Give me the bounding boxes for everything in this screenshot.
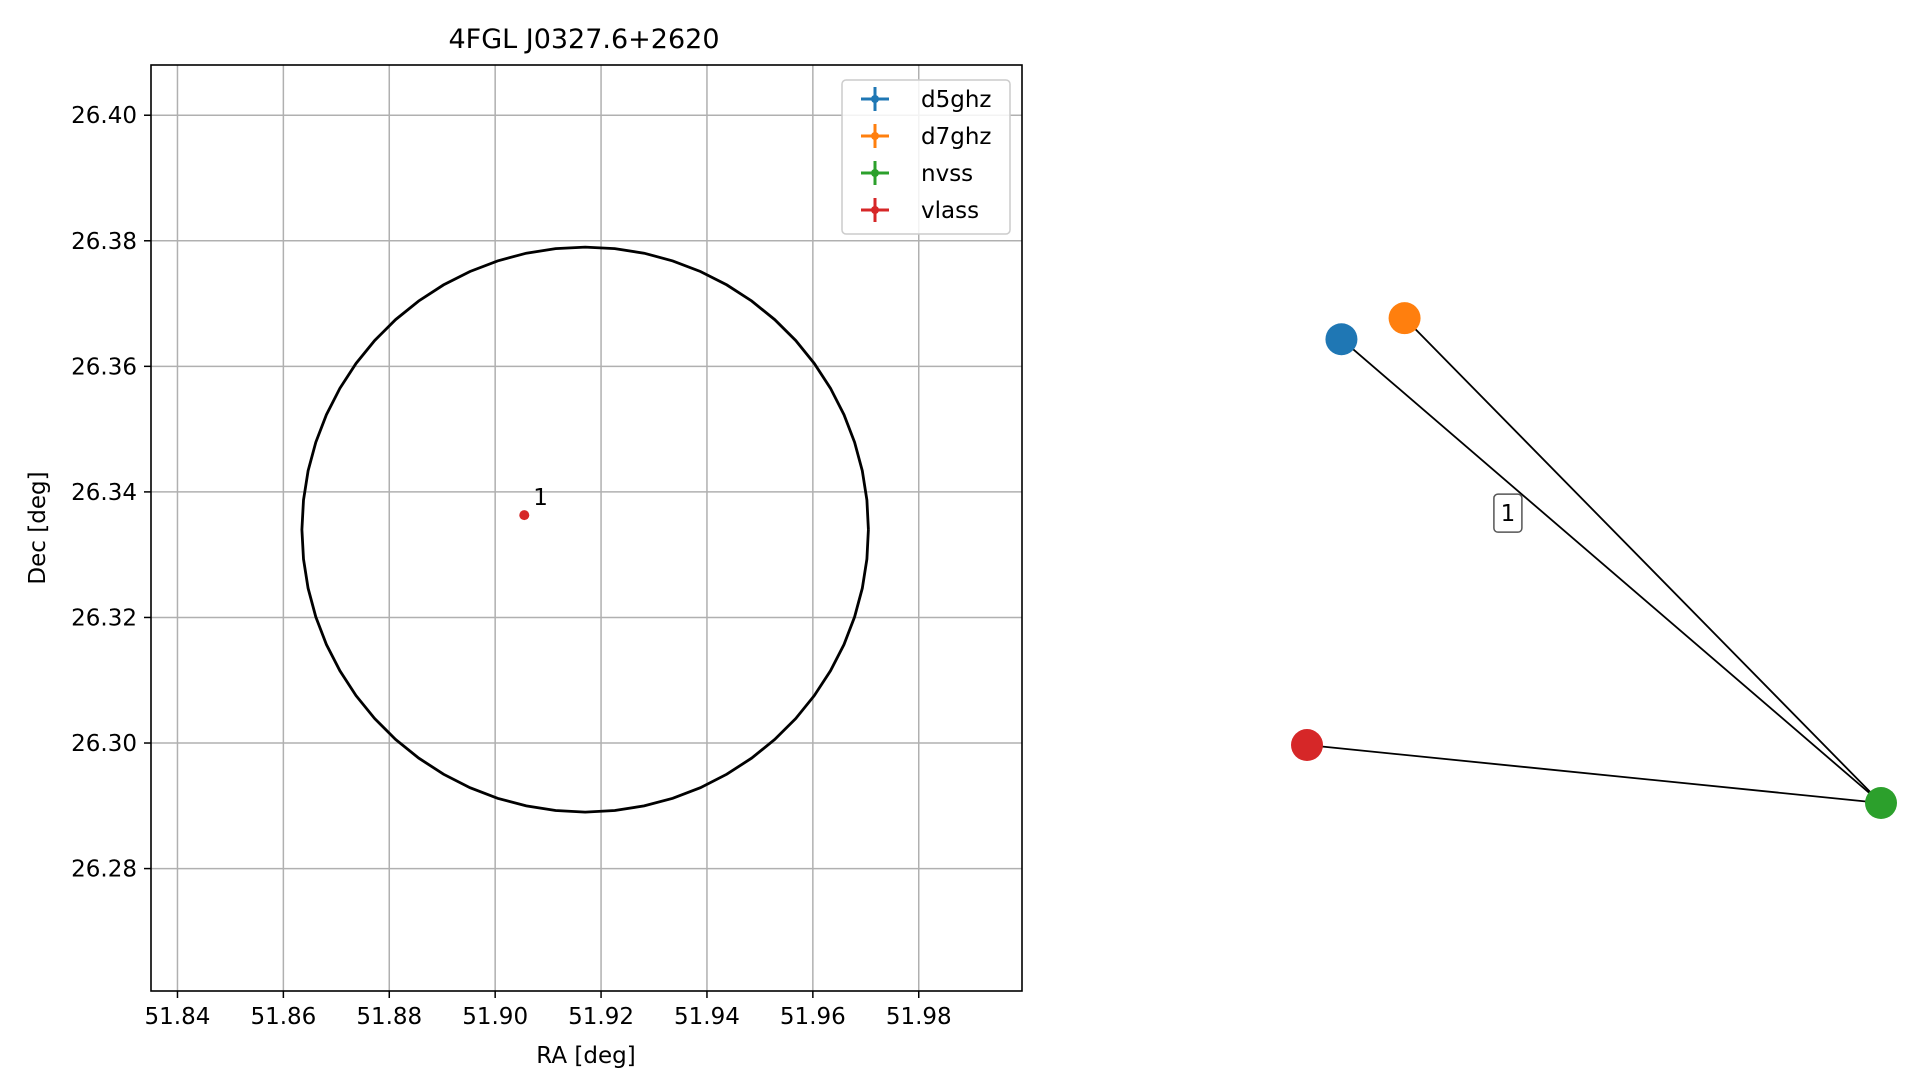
- legend-label: vlass: [921, 198, 979, 224]
- y-tick-label: 26.30: [71, 731, 137, 757]
- y-tick-label: 26.32: [71, 605, 137, 631]
- network-graph: 1: [1291, 302, 1897, 819]
- cluster-label-text: 1: [1501, 501, 1516, 527]
- x-tick-label: 51.92: [568, 1004, 634, 1030]
- legend-label: d5ghz: [921, 87, 991, 113]
- edge-d5ghz-nvss: [1340, 338, 1882, 804]
- vlass-point: [519, 510, 530, 521]
- legend-entry-nvss: nvss: [861, 161, 973, 187]
- chart-title: 4FGL J0327.6+2620: [448, 24, 719, 55]
- legend: d5ghz d7ghz nvss vlass: [841, 79, 1011, 235]
- x-tick-label: 51.90: [462, 1004, 528, 1030]
- legend-frame: [841, 79, 1011, 235]
- legend-entry-d5ghz: d5ghz: [861, 87, 991, 113]
- x-tick-label: 51.96: [780, 1004, 846, 1030]
- localization-ellipse: [300, 245, 870, 814]
- node-vlass: [1291, 729, 1323, 762]
- grid-lines: [151, 65, 1022, 991]
- node-nvss: [1865, 787, 1897, 819]
- cluster-label-box: [1493, 493, 1523, 533]
- graph-edges: [1306, 317, 1882, 804]
- y-axis-ticks: 26.28 26.30 26.32 26.34 26.36 26.38 26.40: [71, 103, 151, 883]
- legend-label: d7ghz: [921, 124, 991, 150]
- legend-marker: [871, 206, 879, 214]
- x-tick-label: 51.86: [250, 1004, 316, 1030]
- ellipse-outline: [300, 245, 870, 814]
- legend-marker: [871, 132, 879, 140]
- y-tick-label: 26.38: [71, 229, 137, 255]
- edge-vlass-nvss: [1306, 744, 1882, 804]
- x-tick-label: 51.84: [145, 1004, 211, 1030]
- plot-frame: [150, 64, 1023, 992]
- source-points: 1: [519, 485, 548, 521]
- scatter-panel: 4FGL J0327.6+2620 1 51.84 51.86 51.88 51.90…: [25, 24, 1023, 1069]
- y-tick-label: 26.40: [71, 103, 137, 129]
- y-tick-label: 26.36: [71, 354, 137, 380]
- legend-entry-vlass: vlass: [861, 198, 979, 224]
- x-tick-label: 51.98: [886, 1004, 952, 1030]
- x-axis-ticks: 51.84 51.86 51.88 51.90 51.92 51.94 51.96 51.98: [145, 991, 952, 1030]
- legend-marker: [871, 169, 879, 177]
- y-tick-label: 26.28: [71, 857, 137, 883]
- graph-nodes: [1291, 302, 1897, 819]
- legend-label: nvss: [921, 161, 973, 187]
- node-d7ghz: [1388, 302, 1421, 335]
- y-axis-label: Dec [deg]: [25, 471, 51, 584]
- point-label: 1: [533, 485, 548, 511]
- y-tick-label: 26.34: [71, 480, 137, 506]
- legend-marker: [871, 95, 879, 103]
- x-tick-label: 51.94: [674, 1004, 740, 1030]
- edge-d7ghz-nvss: [1403, 317, 1882, 804]
- cluster-label: 1: [1493, 493, 1523, 533]
- x-tick-label: 51.88: [356, 1004, 422, 1030]
- node-d5ghz: [1325, 323, 1358, 356]
- legend-entry-d7ghz: d7ghz: [861, 124, 991, 150]
- x-axis-label: RA [deg]: [536, 1043, 635, 1069]
